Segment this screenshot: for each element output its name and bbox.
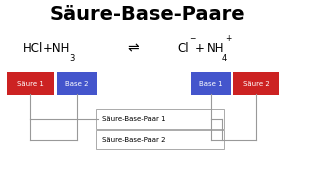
Text: Säure-Base-Paar 1: Säure-Base-Paar 1 (102, 116, 166, 122)
Text: Base 2: Base 2 (65, 81, 89, 87)
Text: HCl: HCl (22, 42, 43, 55)
Text: −: − (189, 34, 196, 43)
Text: Cl: Cl (178, 42, 189, 55)
Text: Säure-Base-Paare: Säure-Base-Paare (49, 5, 245, 24)
FancyBboxPatch shape (7, 72, 54, 95)
Text: +NH: +NH (43, 42, 71, 55)
Text: Säure-Base-Paar 2: Säure-Base-Paar 2 (102, 136, 166, 143)
Text: +: + (195, 42, 205, 55)
Text: NH: NH (206, 42, 224, 55)
Text: 4: 4 (222, 54, 227, 63)
Text: Säure 1: Säure 1 (17, 81, 44, 87)
Text: Base 1: Base 1 (199, 81, 223, 87)
Text: Säure 2: Säure 2 (243, 81, 269, 87)
FancyBboxPatch shape (233, 72, 279, 95)
Text: 3: 3 (69, 54, 74, 63)
FancyBboxPatch shape (96, 109, 224, 129)
FancyBboxPatch shape (191, 72, 231, 95)
Text: ⇌: ⇌ (127, 42, 139, 56)
Text: +: + (225, 34, 231, 43)
FancyBboxPatch shape (57, 72, 97, 95)
FancyBboxPatch shape (96, 130, 224, 149)
